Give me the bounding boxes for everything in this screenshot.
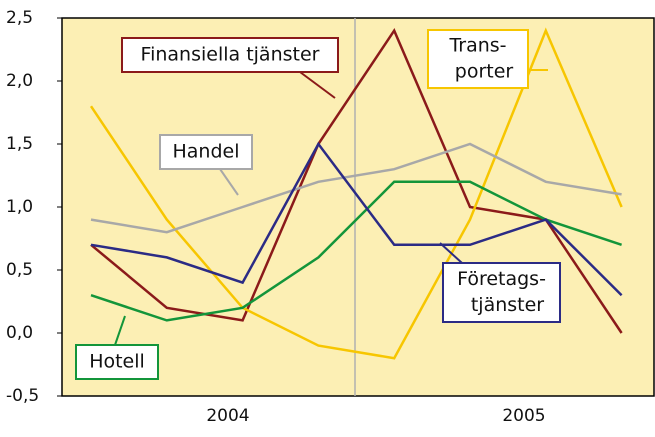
y-tick-label: 2,5 [6, 8, 33, 28]
label-box [442, 262, 561, 323]
series-line [90, 142, 622, 234]
x-group-label: 2005 [502, 406, 545, 426]
legend-label: Företags- [457, 268, 546, 290]
series-line [89, 27, 623, 360]
legend-label: Hotell [89, 351, 145, 373]
plot-area [61, 17, 655, 397]
legend-label: tjänster [471, 294, 544, 316]
legend-label: porter [455, 61, 514, 83]
y-tick-label: 0,0 [6, 323, 33, 343]
legend-label: Trans- [448, 35, 506, 57]
legend-label: Handel [172, 141, 239, 163]
y-tick-label: 1,5 [6, 134, 33, 154]
label-box [427, 29, 529, 89]
series-line [90, 180, 622, 322]
series-line [90, 141, 623, 297]
label-pointer [219, 168, 239, 196]
label-pointer [439, 242, 463, 264]
y-tick-label: -0,5 [6, 386, 39, 406]
label-box [159, 134, 253, 170]
series-line [90, 27, 623, 334]
label-box [75, 344, 159, 380]
legend-label: Finansiella tjänster [141, 44, 320, 66]
y-tick-label: 1,0 [6, 197, 33, 217]
y-tick-label: 0,5 [6, 260, 33, 280]
label-box [121, 37, 339, 73]
x-group-label: 2004 [206, 406, 249, 426]
label-pointer [299, 71, 336, 99]
label-pointer [114, 315, 126, 346]
y-tick-label: 2,0 [6, 71, 33, 91]
